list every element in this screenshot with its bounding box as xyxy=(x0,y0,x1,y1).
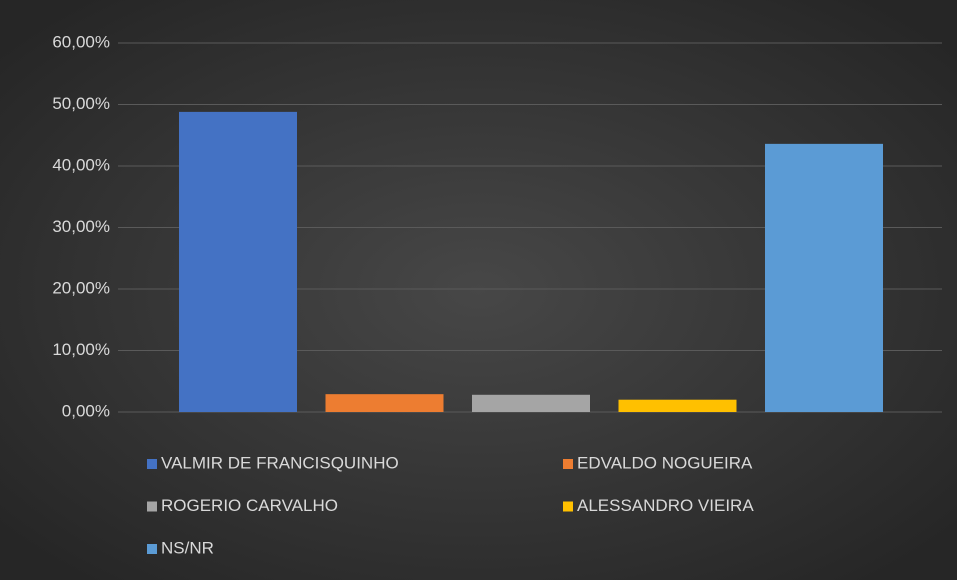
bar xyxy=(325,394,444,412)
legend-marker xyxy=(147,459,157,469)
bar xyxy=(765,143,883,413)
legend-marker xyxy=(147,544,157,554)
y-tick-label: 10,00% xyxy=(52,340,110,359)
bar xyxy=(618,399,737,412)
legend-label: ALESSANDRO VIEIRA xyxy=(577,496,754,515)
y-tick-label: 50,00% xyxy=(52,94,110,113)
y-tick-label: 20,00% xyxy=(52,278,110,297)
legend-label: VALMIR DE FRANCISQUINHO xyxy=(161,453,399,472)
y-tick-label: 60,00% xyxy=(52,32,110,51)
legend-label: NS/NR xyxy=(161,538,214,557)
y-tick-label: 30,00% xyxy=(52,217,110,236)
legend-marker xyxy=(563,459,573,469)
legend-label: ROGERIO CARVALHO xyxy=(161,496,338,515)
bar xyxy=(472,394,590,412)
legend-marker xyxy=(147,501,157,512)
legend-marker xyxy=(563,501,573,512)
legend-label: EDVALDO NOGUEIRA xyxy=(577,453,753,472)
y-tick-label: 0,00% xyxy=(62,401,110,420)
bar xyxy=(179,111,297,412)
y-tick-label: 40,00% xyxy=(52,155,110,174)
